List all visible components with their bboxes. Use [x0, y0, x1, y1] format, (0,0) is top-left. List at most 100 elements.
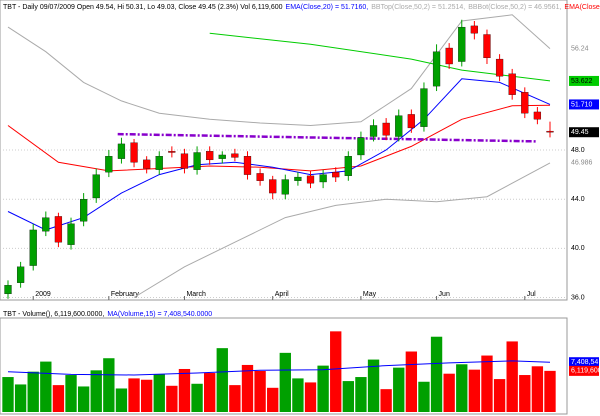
volume-bar: [519, 375, 531, 412]
candle-body: [80, 199, 88, 222]
candle-body: [420, 88, 428, 127]
candle-body: [29, 229, 37, 266]
volume-bar: [380, 389, 392, 412]
x-tick-label: February: [111, 291, 140, 298]
candle-body: [42, 217, 50, 232]
volume-bar: [443, 373, 455, 412]
candle-body: [168, 151, 176, 153]
volume-ma-line: [7, 360, 551, 376]
candle-body: [16, 266, 25, 283]
volume-bar: [330, 331, 342, 412]
candle-body: [155, 156, 163, 170]
price-tag: [569, 43, 599, 54]
header: TBT - Volume(), 6,119,600.0000, MA(Volume…: [3, 311, 212, 318]
price-tag-label: 53.622: [571, 78, 593, 85]
price-tag-label: 51.710: [571, 101, 593, 108]
candle-body: [395, 115, 403, 137]
volume-bar: [393, 367, 405, 412]
volume-bar: [493, 379, 506, 412]
y-tick-label: 40.0: [571, 245, 585, 252]
volume-bar: [481, 355, 493, 412]
volume-bar: [506, 341, 518, 412]
price-tag-label: 7,408,54: [571, 359, 598, 366]
candle-body: [256, 173, 264, 181]
volume-bar: [52, 385, 65, 412]
candle-body: [180, 153, 189, 169]
volume-bar: [14, 384, 27, 412]
candle-body: [143, 159, 151, 169]
candle-body: [281, 179, 289, 195]
candle-body: [231, 153, 239, 158]
header-item: TBT - Daily 09/07/2009 Open 49.54, Hi 50…: [3, 4, 283, 11]
header-item: BBTop(Close,50,2) = 51.2514,: [371, 4, 465, 11]
candle-body: [382, 122, 390, 136]
volume-bar: [229, 385, 241, 412]
volume-bar: [115, 388, 128, 412]
candle-body: [495, 58, 504, 77]
volume-bar: [405, 351, 418, 412]
price-tag: [569, 357, 599, 368]
x-tick-label: Jul: [527, 291, 536, 298]
x-tick-label: Jun: [439, 291, 450, 298]
volume-bar: [267, 387, 279, 412]
candle-body: [92, 174, 100, 199]
price-tag: [569, 75, 599, 86]
volume-bar: [292, 378, 304, 412]
price-tag: [569, 127, 599, 138]
overlay-line: [133, 162, 551, 298]
candle-body: [306, 175, 315, 184]
candle-body: [206, 151, 214, 161]
candle-body: [458, 26, 466, 62]
volume-bar: [531, 366, 544, 412]
volume-bar: [178, 368, 191, 412]
candle-body: [130, 142, 138, 163]
volume-bar: [191, 383, 203, 412]
header-item: EMA(Close,20) = 51.7160,: [286, 4, 369, 11]
volume-bar: [430, 336, 443, 412]
x-tick-label: 2009: [35, 291, 51, 298]
overlay-line: [7, 78, 551, 231]
header: TBT - Daily 09/07/2009 Open 49.54, Hi 50…: [3, 4, 600, 11]
price-tag: [569, 99, 599, 110]
candle-body: [344, 156, 352, 177]
header-item: EMA(Close,50) = 51.6418: [564, 4, 600, 11]
y-tick-label: 44.0: [571, 196, 585, 203]
candle-body: [521, 92, 529, 114]
volume-bar: [317, 365, 329, 412]
overlay-line: [7, 104, 551, 172]
volume-bar: [241, 364, 254, 412]
candle-body: [483, 34, 491, 59]
volume-bar: [279, 352, 291, 412]
volume-bar: [153, 374, 165, 412]
volume-bar: [77, 386, 90, 412]
volume-bar: [204, 373, 216, 412]
candle-body: [432, 51, 441, 87]
y-tick-label: 48.0: [571, 147, 585, 154]
volume-bar: [254, 371, 266, 412]
x-tick-label: May: [363, 291, 377, 298]
header-item: BBBot(Close,50,2) = 46.9561,: [468, 4, 561, 11]
candle-body: [470, 25, 478, 34]
price-tag-label: 46.986: [571, 159, 593, 166]
candle-body: [67, 223, 75, 245]
y-tick-label: 36.0: [571, 294, 585, 301]
candle-body: [105, 156, 113, 173]
candle-body: [54, 216, 63, 243]
volume-bar: [367, 359, 380, 412]
volume-bar: [2, 377, 14, 412]
candle-body: [546, 130, 554, 133]
price-tag: [569, 365, 599, 376]
candle-body: [218, 154, 226, 159]
overlay-line: [117, 132, 538, 143]
price-tag: [569, 157, 599, 168]
volume-bar: [90, 370, 102, 412]
price-tag-label: 49.45: [571, 129, 589, 136]
volume-bar: [468, 369, 481, 412]
price-tag-label: 6,119,600: [571, 368, 600, 375]
x-tick-label: April: [275, 291, 289, 298]
volume-bar: [304, 382, 317, 412]
candle-body: [269, 179, 277, 194]
volume-bar: [355, 377, 367, 412]
candle-body: [369, 125, 378, 137]
